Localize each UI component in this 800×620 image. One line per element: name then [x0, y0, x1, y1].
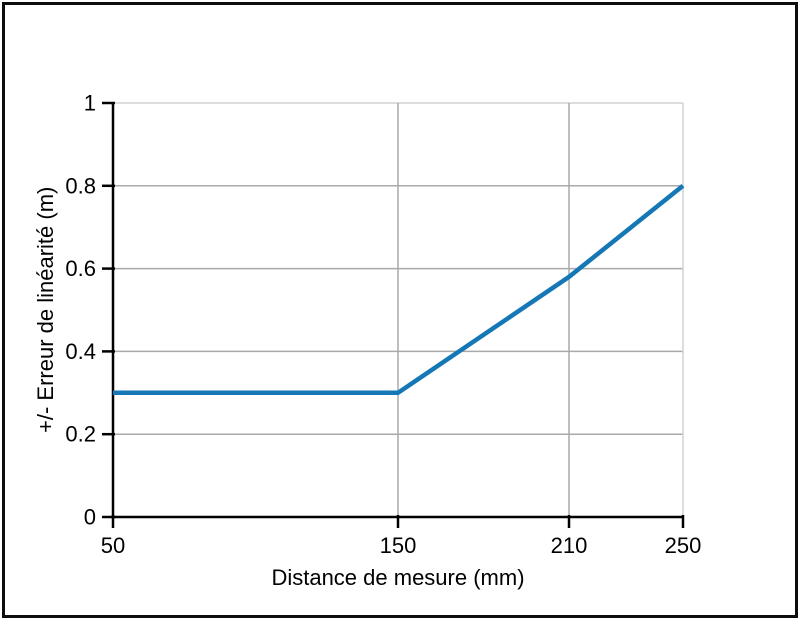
x-tick-label: 150 [380, 533, 417, 558]
x-axis-title: Distance de mesure (mm) [271, 565, 525, 590]
y-tick-label: 0.4 [65, 339, 96, 364]
x-tick-label: 210 [551, 533, 588, 558]
x-tick-label: 50 [101, 533, 125, 558]
y-tick-label: 0 [84, 505, 96, 530]
y-tick-label: 1 [84, 91, 96, 116]
data-line-series [113, 184, 685, 396]
x-tick-label: 250 [665, 533, 702, 558]
y-tick-label: 0.6 [65, 256, 96, 281]
y-tick-label: 0.8 [65, 173, 96, 198]
y-tick-label: 0.2 [65, 422, 96, 447]
